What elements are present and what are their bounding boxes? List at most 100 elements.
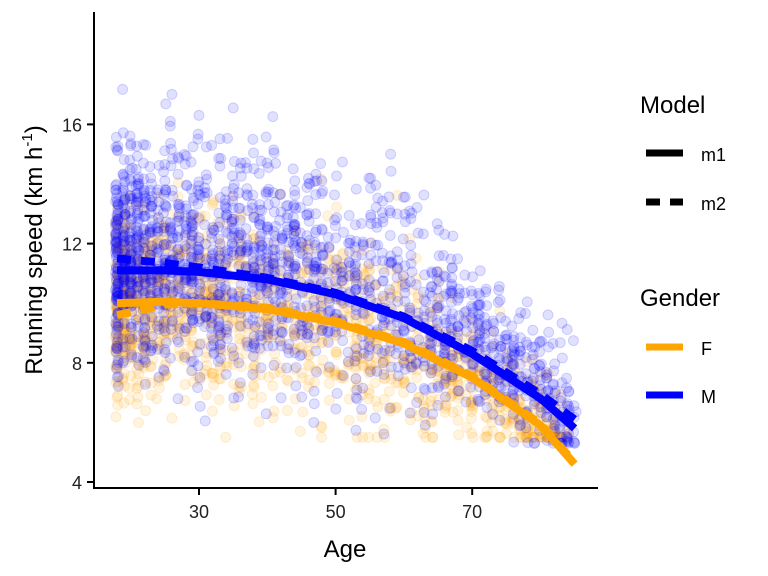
scatter-point-F <box>124 287 136 299</box>
legend-model-title: Model <box>640 92 705 119</box>
scatter-point-F <box>350 275 362 287</box>
scatter-point-F <box>138 236 150 248</box>
scatter-point-F <box>167 280 179 292</box>
scatter-point-F <box>179 240 191 252</box>
scatter-point-F <box>390 282 402 294</box>
scatter-point-F <box>397 373 409 385</box>
scatter-point-F <box>487 425 499 437</box>
scatter-point-F <box>110 411 122 423</box>
scatter-point-F <box>249 351 261 363</box>
scatter-point-F <box>110 218 122 230</box>
scatter-point-M <box>385 361 397 373</box>
scatter-point-F <box>137 333 149 345</box>
scatter-point-F <box>397 270 409 282</box>
scatter-point-M <box>159 283 171 295</box>
scatter-point-F <box>145 236 157 248</box>
scatter-point-M <box>351 350 363 362</box>
scatter-point-M <box>228 213 240 225</box>
scatter-point-F <box>323 394 335 406</box>
scatter-point-M <box>181 322 193 334</box>
scatter-point-M <box>474 395 486 407</box>
scatter-point-F <box>439 399 451 411</box>
scatter-point-M <box>356 403 368 415</box>
scatter-point-F <box>350 355 362 367</box>
scatter-point-M <box>179 158 191 170</box>
scatter-point-F <box>446 387 458 399</box>
scatter-point-F <box>117 334 129 346</box>
scatter-point-F <box>160 277 172 289</box>
scatter-point-M <box>125 219 137 231</box>
scatter-point-F <box>317 263 329 275</box>
scatter-point-M <box>290 380 302 392</box>
scatter-point-F <box>268 284 280 296</box>
scatter-point-F <box>452 351 464 363</box>
scatter-point-F <box>499 417 511 429</box>
scatter-point-F <box>337 247 349 259</box>
scatter-point-F <box>410 272 422 284</box>
scatter-point-F <box>507 354 519 366</box>
scatter-point-F <box>480 431 492 443</box>
scatter-point-M <box>342 356 354 368</box>
scatter-point-M <box>418 407 430 419</box>
scatter-point-F <box>140 239 152 251</box>
scatter-point-F <box>110 325 122 337</box>
scatter-point-M <box>506 358 518 370</box>
scatter-point-F <box>240 348 252 360</box>
scatter-point-F <box>111 341 123 353</box>
scatter-point-F <box>111 223 123 235</box>
scatter-point-F <box>453 429 465 441</box>
scatter-point-F <box>119 352 131 364</box>
scatter-point-F <box>205 285 217 297</box>
scatter-point-F <box>350 360 362 372</box>
scatter-point-F <box>411 372 423 384</box>
scatter-point-F <box>111 287 123 299</box>
scatter-point-F <box>247 256 259 268</box>
scatter-point-F <box>404 358 416 370</box>
scatter-point-F <box>166 209 178 221</box>
scatter-point-F <box>425 415 437 427</box>
scatter-point-F <box>432 292 444 304</box>
scatter-point-M <box>112 204 124 216</box>
scatter-point-F <box>166 286 178 298</box>
scatter-point-F <box>362 275 374 287</box>
scatter-point-F <box>467 431 479 443</box>
scatter-point-M <box>185 307 197 319</box>
scatter-point-M <box>206 253 218 265</box>
scatter-point-M <box>241 245 253 257</box>
scatter-point-F <box>365 364 377 376</box>
scatter-point-M <box>165 143 177 155</box>
scatter-point-F <box>363 265 375 277</box>
scatter-point-F <box>158 222 170 234</box>
scatter-point-F <box>119 223 131 235</box>
scatter-point-F <box>234 237 246 249</box>
scatter-point-F <box>351 351 363 363</box>
scatter-point-F <box>206 367 218 379</box>
scatter-point-F <box>145 226 157 238</box>
scatter-point-F <box>153 336 165 348</box>
scatter-point-M <box>158 315 170 327</box>
scatter-point-F <box>220 285 232 297</box>
scatter-point-F <box>117 374 129 386</box>
scatter-point-M <box>447 230 459 242</box>
scatter-point-F <box>152 275 164 287</box>
scatter-point-F <box>124 339 136 351</box>
scatter-point-F <box>214 288 226 300</box>
scatter-point-M <box>269 251 281 263</box>
scatter-point-F <box>304 360 316 372</box>
scatter-point-M <box>194 278 206 290</box>
scatter-point-F <box>146 311 158 323</box>
scatter-point-F <box>397 279 409 291</box>
scatter-point-M <box>267 325 279 337</box>
scatter-point-F <box>424 395 436 407</box>
scatter-point-F <box>406 352 418 364</box>
scatter-point-M <box>133 245 145 257</box>
scatter-point-F <box>369 377 381 389</box>
scatter-point-F <box>137 225 149 237</box>
scatter-point-M <box>480 286 492 298</box>
scatter-point-F <box>356 313 368 325</box>
scatter-point-F <box>542 368 554 380</box>
scatter-point-F <box>467 399 479 411</box>
scatter-point-F <box>139 328 151 340</box>
scatter-point-F <box>110 318 122 330</box>
scatter-point-F <box>130 354 142 366</box>
